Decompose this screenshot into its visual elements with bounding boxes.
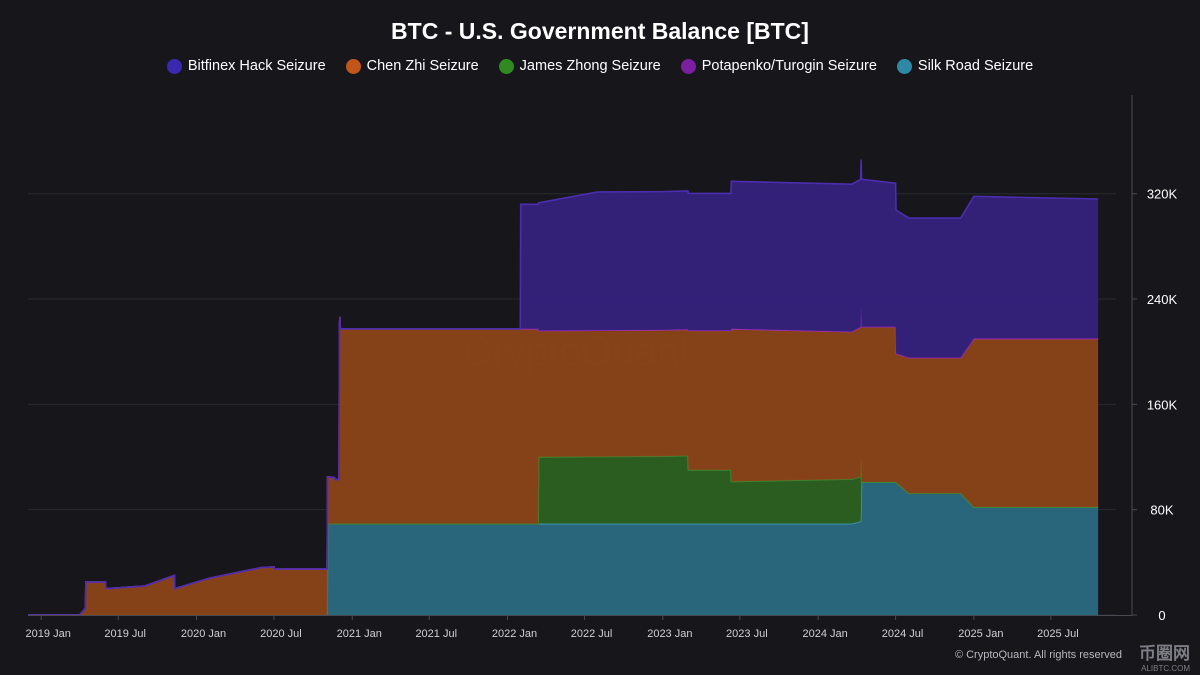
legend-item-silk-road-seizure[interactable]: Silk Road Seizure	[896, 58, 1034, 74]
x-tick-label: 2024 Jan	[803, 628, 848, 640]
chart-legend: Bitfinex Hack Seizure Chen Zhi Seizure Jam…	[0, 58, 1200, 74]
series-area-chen-zhi-seizure	[28, 306, 1099, 615]
x-tick-label: 2021 Jan	[337, 628, 382, 640]
site-logo-sub: ALIBTC.COM	[1141, 664, 1190, 673]
series-area-james-zhong-seizure	[28, 455, 1099, 615]
y-tick-label: 160K	[1147, 397, 1178, 412]
x-tick-label: 2019 Jan	[26, 628, 71, 640]
x-tick-label: 2020 Jan	[181, 628, 226, 640]
legend-item-james-zhong-seizure[interactable]: James Zhong Seizure	[498, 58, 661, 74]
x-tick-label: 2019 Jul	[104, 628, 146, 640]
x-tick-label: 2024 Jul	[882, 628, 924, 640]
legend-swatch	[896, 58, 912, 74]
legend-label: Potapenko/Turogin Seizure	[701, 58, 877, 74]
legend-label: James Zhong Seizure	[519, 58, 661, 74]
x-tick-label: 2023 Jul	[726, 628, 768, 640]
legend-item-bitfinex-hack-seizure[interactable]: Bitfinex Hack Seizure	[166, 58, 326, 74]
x-tick-label: 2021 Jul	[415, 628, 457, 640]
chart-credit: © CryptoQuant. All rights reserved	[954, 649, 1122, 661]
series-line-bitfinex-hack-seizure	[28, 159, 1099, 616]
legend-swatch	[498, 58, 514, 74]
series-area-silk-road-seizure	[28, 482, 1099, 615]
legend-swatch	[345, 58, 361, 74]
legend-item-potapenko-turogin-seizure[interactable]: Potapenko/Turogin Seizure	[680, 58, 877, 74]
legend-label: Chen Zhi Seizure	[366, 58, 479, 74]
site-logo: 币圈网 ALIBTC.COM	[1124, 639, 1190, 673]
legend-label: Bitfinex Hack Seizure	[187, 58, 326, 74]
y-tick-label: 320K	[1147, 187, 1178, 202]
chart-title: BTC - U.S. Government Balance [BTC]	[391, 18, 809, 44]
x-tick-label: 2025 Jul	[1037, 628, 1079, 640]
y-tick-label: 80K	[1150, 503, 1173, 518]
x-tick-label: 2022 Jan	[492, 628, 537, 640]
x-tick-label: 2022 Jul	[571, 628, 613, 640]
legend-swatch	[166, 58, 182, 74]
legend-label: Silk Road Seizure	[917, 58, 1034, 74]
x-tick-label: 2025 Jan	[958, 628, 1003, 640]
site-logo-main: 币圈网	[1139, 644, 1190, 663]
y-tick-label: 240K	[1147, 292, 1178, 307]
legend-item-chen-zhi-seizure[interactable]: Chen Zhi Seizure	[345, 58, 479, 74]
series-area-bitfinex-hack-seizure	[28, 159, 1099, 615]
x-tick-label: 2020 Jul	[260, 628, 302, 640]
x-tick-label: 2023 Jan	[647, 628, 692, 640]
legend-swatch	[680, 58, 696, 74]
y-tick-label: 0	[1158, 608, 1165, 623]
